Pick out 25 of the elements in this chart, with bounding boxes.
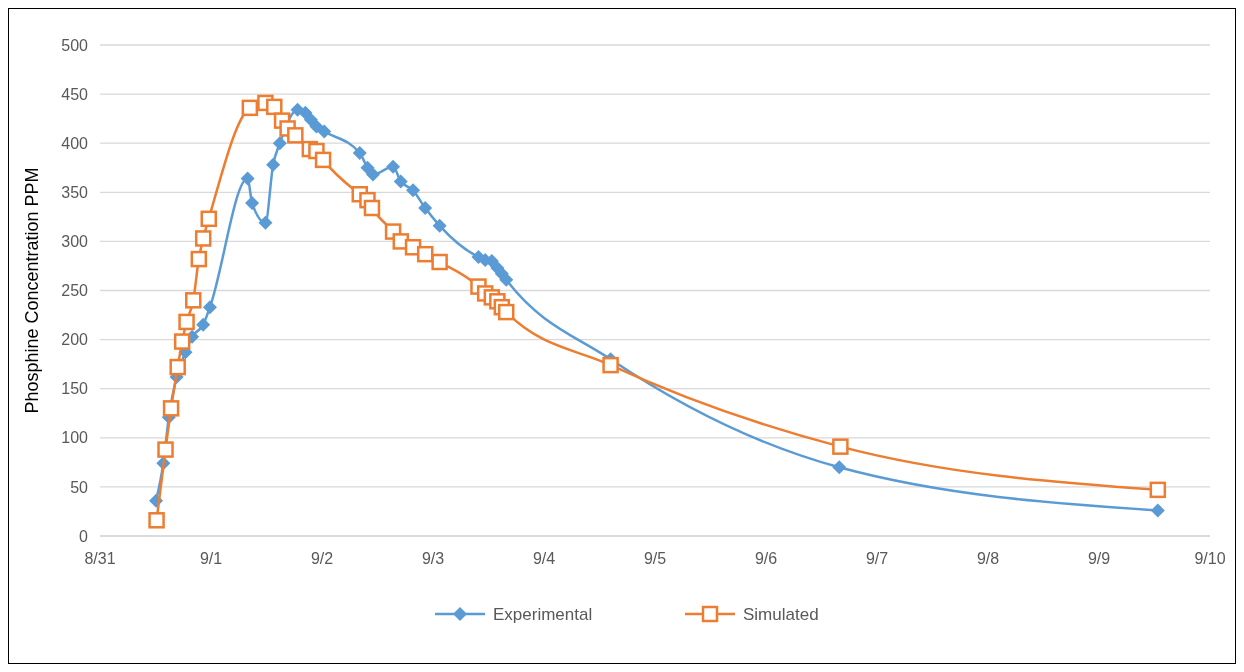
x-tick-label: 9/7 (865, 550, 889, 567)
x-tick-label: 8/31 (84, 550, 116, 567)
y-tick-label: 250 (61, 282, 89, 300)
y-tick-label: 500 (61, 36, 89, 54)
y-tick-label: 400 (61, 134, 89, 152)
x-tick-label: 9/1 (199, 550, 223, 567)
x-tick-label: 9/3 (421, 550, 445, 567)
y-tick-label: 50 (70, 478, 89, 496)
y-tick-label: 200 (61, 331, 89, 349)
y-tick-label: 100 (61, 429, 89, 447)
legend-label: Experimental (493, 604, 593, 624)
y-tick-label: 0 (79, 527, 89, 545)
x-tick-label: 9/6 (754, 550, 778, 567)
x-tick-label: 9/9 (1087, 550, 1111, 567)
y-tick-label: 450 (61, 85, 89, 103)
x-tick-label: 9/4 (532, 550, 556, 567)
y-tick-label: 350 (61, 183, 89, 201)
x-tick-label: 9/2 (310, 550, 334, 567)
x-tick-label: 9/5 (643, 550, 667, 567)
x-tick-label: 9/8 (976, 550, 1000, 567)
x-tick-label: 9/10 (1194, 550, 1226, 567)
legend-label: Simulated (743, 604, 819, 624)
y-tick-label: 150 (61, 380, 89, 398)
y-tick-label: 300 (61, 233, 89, 250)
y-axis-title: Phosphine Concentration PPM (22, 167, 42, 414)
